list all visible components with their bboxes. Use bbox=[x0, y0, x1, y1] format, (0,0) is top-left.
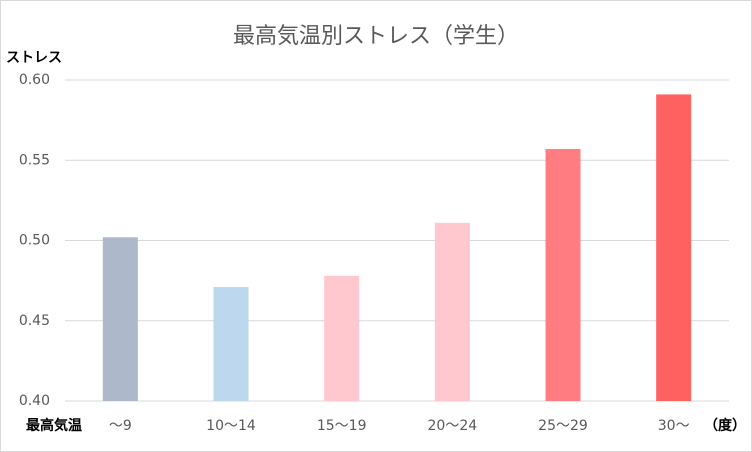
x-tick-label: 20～24 bbox=[428, 418, 478, 434]
y-tick-label: 0.55 bbox=[19, 152, 50, 168]
x-tick-label: ～9 bbox=[109, 418, 132, 434]
bar bbox=[656, 94, 692, 401]
bar bbox=[545, 149, 581, 401]
y-tick-label: 0.45 bbox=[19, 313, 50, 329]
x-axis-unit: （度） bbox=[704, 417, 746, 434]
bar bbox=[324, 275, 360, 401]
x-tick-label: 30～ bbox=[658, 418, 690, 434]
chart-title: 最高気温別ストレス（学生） bbox=[233, 24, 519, 49]
y-tick-label: 0.60 bbox=[19, 72, 50, 88]
bar bbox=[102, 237, 138, 401]
x-tick-label: 15～19 bbox=[317, 418, 367, 434]
bar bbox=[213, 287, 249, 401]
bar bbox=[434, 222, 470, 401]
x-tick-label: 10～14 bbox=[206, 418, 256, 434]
y-tick-label: 0.50 bbox=[19, 233, 50, 249]
y-axis-title: ストレス bbox=[6, 50, 62, 66]
y-tick-label: 0.40 bbox=[19, 393, 50, 409]
x-axis-title: 最高気温 bbox=[26, 417, 82, 434]
x-tick-label: 25～29 bbox=[538, 418, 588, 434]
